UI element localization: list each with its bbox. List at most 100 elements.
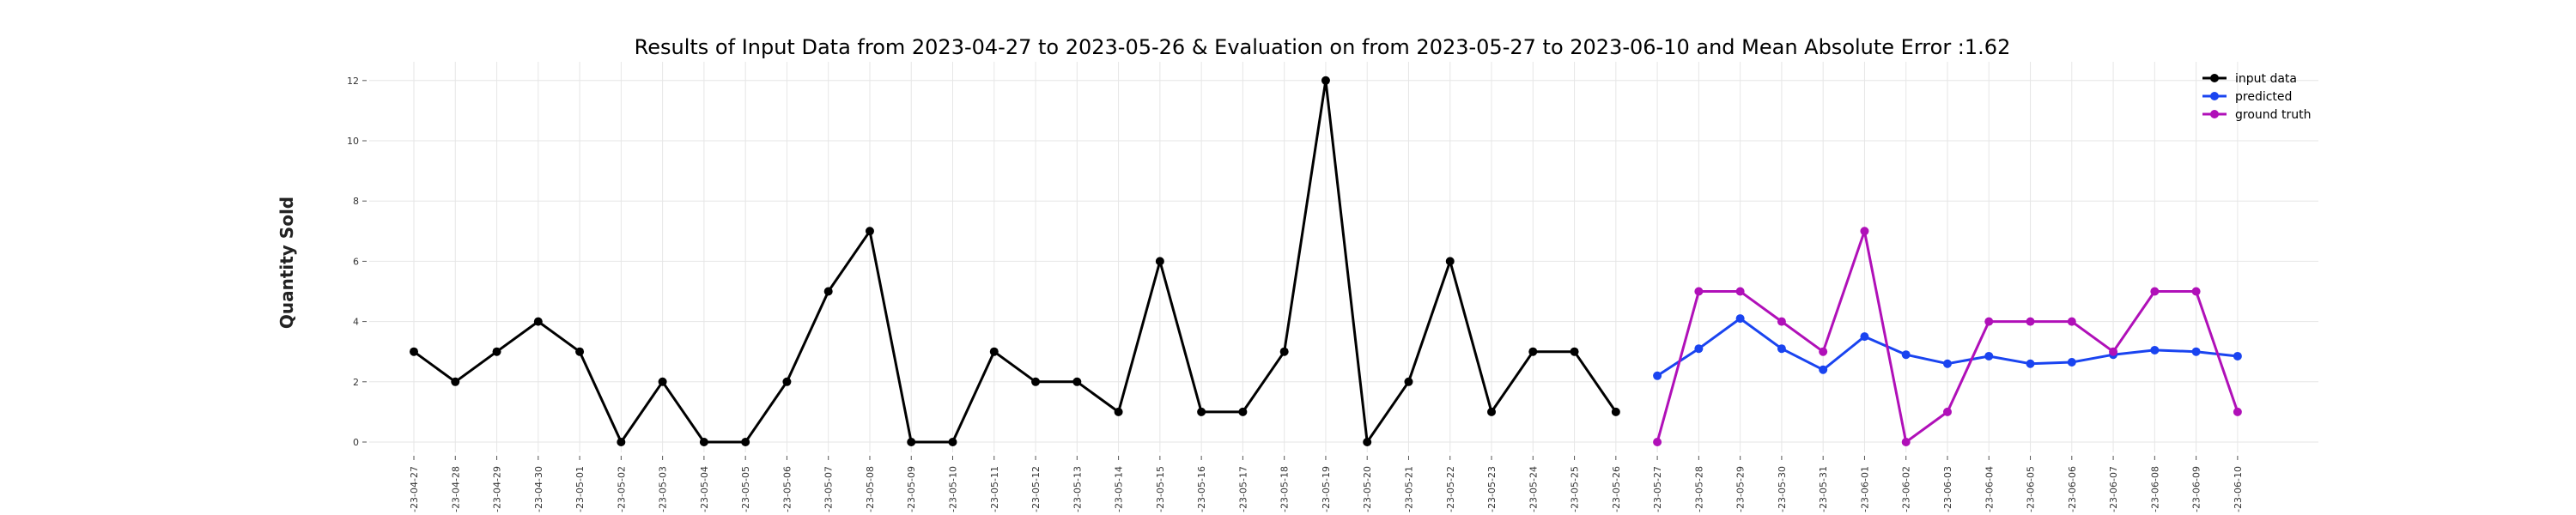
data-point [1777,317,1786,326]
data-point [907,438,916,446]
data-point [2067,317,2076,326]
data-point [492,347,501,356]
data-point [1819,365,1828,374]
x-tick-label: -23-05-03 [658,466,669,512]
data-point [410,347,418,356]
x-tick-label: -23-06-09 [2191,466,2202,512]
data-point [2026,317,2035,326]
data-point [1445,257,1455,266]
data-point [575,347,585,356]
x-tick-label: -23-05-24 [1528,466,1539,512]
x-tick-label: -23-04-28 [450,466,461,512]
legend-label: ground truth [2235,108,2311,122]
data-point [1819,347,1828,356]
data-point [658,377,667,386]
legend-marker [2210,74,2219,82]
x-tick-label: -23-06-01 [1859,466,1870,512]
x-tick-label: -23-05-28 [1693,466,1704,512]
x-tick-label: -23-05-04 [699,466,710,512]
x-tick-label: -23-06-04 [1984,466,1995,512]
data-point [1984,351,1994,360]
x-tick-label: -23-06-07 [2108,466,2119,512]
x-tick-label: -23-05-16 [1196,466,1207,512]
legend: input data predicted ground truth [2202,72,2311,122]
series-ground-truth [1653,227,2242,446]
legend-marker [2210,110,2219,118]
x-tick-label: -23-06-06 [2067,466,2078,512]
y-tick-label: 0 [353,437,359,448]
y-tick-label: 6 [353,256,359,267]
data-point [1279,347,1289,356]
x-tick-label: -23-05-27 [1652,466,1663,512]
x-tick-label: -23-04-29 [492,466,503,512]
x-tick-label: -23-05-07 [823,466,835,512]
x-tick-label: -23-06-08 [2149,466,2160,512]
data-point [2150,345,2160,354]
y-tick-label: 10 [347,136,359,147]
data-point [1777,344,1786,354]
data-point [699,438,708,446]
x-tick-label: -23-05-02 [616,466,627,512]
data-point [1404,377,1413,386]
y-axis: 0 2 4 6 8 10 12 [347,76,367,448]
x-tick-label: -23-05-23 [1486,466,1498,512]
x-tick-label: -23-04-30 [533,466,544,512]
data-point [1321,76,1330,85]
x-tick-label: -23-06-10 [2233,466,2244,512]
x-tick-label: -23-05-12 [1030,466,1042,512]
data-point [2191,287,2201,296]
legend-label: predicted [2235,90,2292,104]
data-point [1901,350,1911,360]
x-tick-label: -23-06-03 [1942,466,1953,512]
x-tick-label: -23-05-19 [1321,466,1332,512]
x-axis: -23-04-27 -23-04-28 -23-04-29 -23-04-30 -23-… [409,456,2244,512]
data-point [1653,438,1662,446]
data-point [1528,347,1538,356]
data-point [1901,438,1911,446]
data-point [1031,377,1041,386]
data-point [1570,347,1579,356]
data-point [2191,347,2201,356]
x-tick-label: -23-05-29 [1735,466,1747,512]
x-tick-label: -23-05-26 [1611,466,1622,512]
data-point [1072,377,1082,386]
data-point [1942,407,1952,416]
x-tick-label: -23-05-06 [781,466,793,512]
data-point [2026,359,2035,368]
series-line [413,79,1618,444]
data-point [1694,344,1704,354]
data-point [1860,227,1869,236]
chart-title: Results of Input Data from 2023-04-27 to… [635,35,2011,59]
data-point [1114,407,1123,416]
data-point [1653,371,1662,380]
data-point [823,287,833,296]
data-point [617,438,626,446]
x-tick-label: -23-05-05 [740,466,751,512]
data-point [2109,347,2118,356]
data-point [989,347,999,356]
legend-entry: ground truth [2202,108,2311,122]
x-tick-label: -23-05-15 [1155,466,1166,512]
y-tick-label: 2 [353,377,359,388]
data-point [1984,317,1994,326]
series-layer [410,76,2242,446]
data-point [2150,287,2160,296]
series-input-data [410,76,1620,446]
x-tick-label: -23-05-10 [948,466,959,512]
legend-entry: predicted [2202,90,2292,104]
x-tick-label: -23-05-25 [1570,466,1581,512]
x-tick-label: -23-05-22 [1445,466,1456,512]
data-point [451,377,460,386]
data-point [1860,332,1869,342]
data-point [1611,407,1620,416]
x-tick-label: -23-04-27 [409,466,420,512]
x-tick-label: -23-05-30 [1777,466,1788,512]
x-tick-label: -23-05-21 [1403,466,1414,512]
data-point [865,227,874,236]
x-tick-label: -23-06-02 [1901,466,1912,512]
x-tick-label: -23-05-20 [1362,466,1373,512]
x-tick-label: -23-05-31 [1818,466,1829,512]
x-tick-label: -23-05-08 [865,466,876,512]
y-tick-label: 4 [353,317,359,328]
